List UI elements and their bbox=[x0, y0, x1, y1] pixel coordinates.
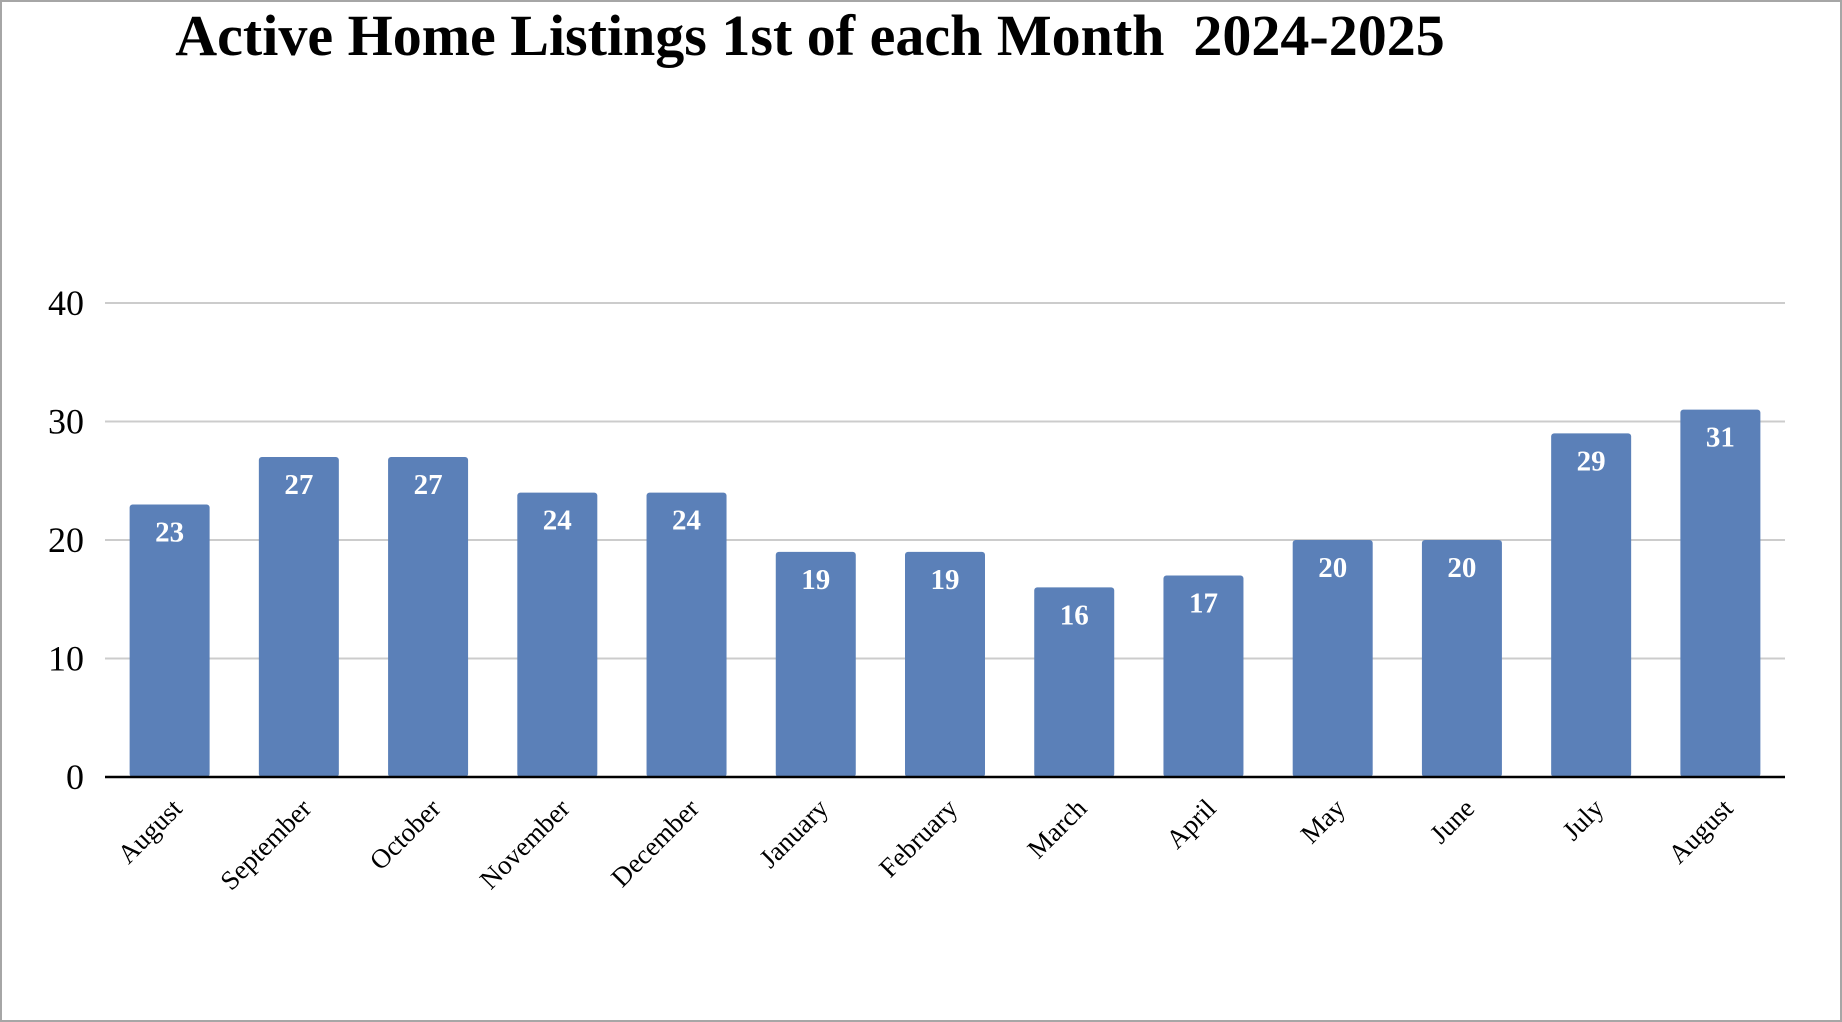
bar bbox=[1680, 409, 1761, 777]
bar bbox=[1163, 575, 1244, 777]
bar-data-label: 24 bbox=[672, 505, 701, 537]
bars bbox=[129, 409, 1761, 777]
x-category-label: June bbox=[1424, 793, 1480, 849]
bar bbox=[775, 551, 856, 777]
x-category-label: January bbox=[753, 793, 834, 874]
bar bbox=[1034, 587, 1115, 777]
bar bbox=[1551, 433, 1632, 777]
bar-data-label: 24 bbox=[543, 505, 572, 537]
x-axis-category-labels: August September October November December Ja… bbox=[111, 793, 1738, 896]
x-category-label: August bbox=[111, 793, 188, 870]
bar bbox=[388, 457, 469, 777]
bar bbox=[905, 551, 985, 777]
bar bbox=[1292, 540, 1373, 777]
bar-data-label: 19 bbox=[801, 564, 830, 596]
bar bbox=[646, 492, 727, 777]
y-tick-label: 10 bbox=[48, 639, 84, 679]
bar bbox=[1421, 540, 1502, 777]
bar-data-label: 29 bbox=[1577, 445, 1606, 477]
y-tick-label: 30 bbox=[48, 402, 84, 442]
bar-data-label: 23 bbox=[155, 516, 184, 548]
x-category-label: December bbox=[605, 793, 705, 893]
data-labels: 23 27 27 24 24 19 19 16 17 20 20 29 31 bbox=[155, 422, 1735, 632]
x-category-label: February bbox=[873, 793, 963, 883]
x-category-label: October bbox=[364, 793, 447, 876]
bar-data-label: 20 bbox=[1447, 552, 1476, 584]
bar-data-label: 31 bbox=[1706, 422, 1735, 454]
y-tick-label: 0 bbox=[66, 757, 84, 797]
x-category-label: May bbox=[1295, 793, 1352, 850]
x-category-label: April bbox=[1160, 793, 1222, 855]
y-axis-tick-labels: 0 10 20 30 40 bbox=[48, 283, 84, 797]
x-category-label: March bbox=[1021, 793, 1092, 864]
y-tick-label: 40 bbox=[48, 283, 84, 323]
bar bbox=[258, 457, 339, 777]
chart-title: Active Home Listings 1st of each Month 2… bbox=[175, 3, 1444, 68]
bar-data-label: 27 bbox=[414, 469, 443, 501]
x-category-label: July bbox=[1556, 793, 1609, 846]
x-category-label: August bbox=[1662, 793, 1739, 870]
bar-data-label: 16 bbox=[1060, 599, 1089, 631]
bar-data-label: 27 bbox=[284, 469, 313, 501]
bar bbox=[517, 492, 598, 777]
bar-data-label: 20 bbox=[1318, 552, 1347, 584]
bar-data-label: 19 bbox=[931, 564, 960, 596]
x-category-label: November bbox=[474, 793, 576, 895]
bar bbox=[129, 504, 210, 777]
bar-data-label: 17 bbox=[1189, 588, 1218, 620]
x-category-label: September bbox=[214, 793, 317, 896]
y-tick-label: 20 bbox=[48, 520, 84, 560]
